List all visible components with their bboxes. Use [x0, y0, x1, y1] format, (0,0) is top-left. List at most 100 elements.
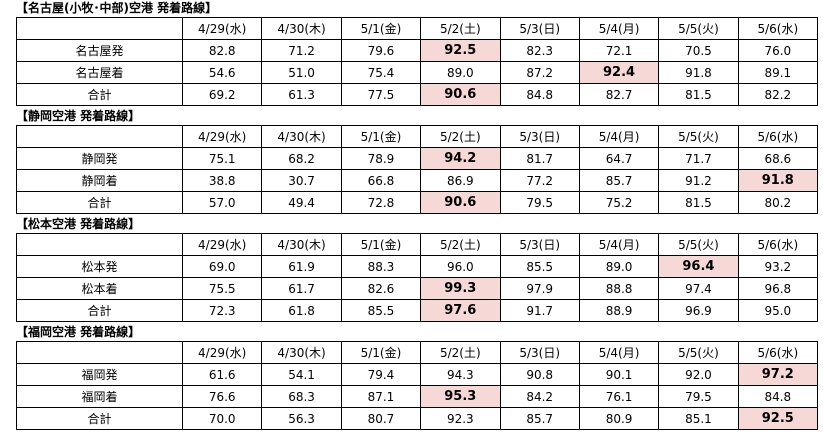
row-label: 松本着: [16, 277, 183, 300]
row: 合計 72.3 61.8 85.5 97.6 91.7 88.9 96.9 95.0: [16, 299, 819, 322]
cell: 95.0: [737, 299, 819, 322]
section-title: 【静岡空港 発着路線】: [16, 109, 141, 123]
cell: 92.5: [737, 407, 819, 430]
row: 福岡発 61.6 54.1 79.4 94.3 90.8 90.1 92.0 97.2: [16, 363, 819, 386]
row-label: 静岡着: [16, 169, 183, 192]
column-header: 5/5(火): [658, 341, 739, 364]
cell: 96.4: [658, 255, 739, 278]
cell: 94.2: [420, 147, 501, 170]
cell: 92.5: [420, 39, 501, 62]
cell: 89.0: [578, 255, 660, 278]
cell: 91.7: [499, 299, 580, 322]
cell: 84.8: [499, 83, 580, 106]
column-header: 5/3(日): [499, 17, 580, 40]
column-header: 4/30(木): [261, 125, 342, 148]
column-header: 5/5(火): [658, 125, 739, 148]
row: 名古屋着 54.6 51.0 75.4 89.0 87.2 92.4 91.8 89.1: [16, 61, 819, 84]
cell: 85.7: [499, 407, 580, 430]
column-header: 5/1(金): [340, 341, 422, 364]
cell: 54.6: [181, 61, 263, 84]
cell: 71.2: [261, 39, 342, 62]
cell: 88.8: [578, 277, 660, 300]
cell: 76.1: [578, 385, 660, 408]
row-label: 合計: [16, 407, 183, 430]
column-header: 4/29(水): [181, 125, 263, 148]
cell: 69.2: [181, 83, 263, 106]
column-header: 4/30(木): [261, 233, 342, 256]
table: 4/29(水) 4/30(木) 5/1(金) 5/2(土) 5/3(日) 5/4(月) 5/…: [16, 125, 819, 214]
cell: 80.7: [340, 407, 422, 430]
cell: 77.2: [499, 169, 580, 192]
cell: 85.5: [340, 299, 422, 322]
cell: 76.6: [181, 385, 263, 408]
row: 合計 70.0 56.3 80.7 92.3 85.7 80.9 85.1 92.5: [16, 407, 819, 430]
cell: 57.0: [181, 191, 263, 214]
row-label: 福岡発: [16, 363, 183, 386]
cell: 95.3: [420, 385, 501, 408]
row-label: 松本発: [16, 255, 183, 278]
cell: 89.1: [737, 61, 819, 84]
header-row: 4/29(水) 4/30(木) 5/1(金) 5/2(土) 5/3(日) 5/4(月) 5/…: [16, 125, 819, 148]
cell: 49.4: [261, 191, 342, 214]
cell: 81.7: [499, 147, 580, 170]
table: 4/29(水) 4/30(木) 5/1(金) 5/2(土) 5/3(日) 5/4(月) 5/…: [16, 17, 819, 106]
column-header: 5/3(日): [499, 125, 580, 148]
column-header: 5/3(日): [499, 233, 580, 256]
cell: 82.3: [499, 39, 580, 62]
cell: 99.3: [420, 277, 501, 300]
cell: 96.9: [658, 299, 739, 322]
header-row: 4/29(水) 4/30(木) 5/1(金) 5/2(土) 5/3(日) 5/4(月) 5/…: [16, 341, 819, 364]
corner-cell: [16, 341, 183, 364]
corner-cell: [16, 17, 183, 40]
row-label: 福岡着: [16, 385, 183, 408]
corner-cell: [16, 233, 183, 256]
column-header: 5/6(水): [737, 341, 819, 364]
cell: 61.7: [261, 277, 342, 300]
cell: 64.7: [578, 147, 660, 170]
cell: 51.0: [261, 61, 342, 84]
cell: 61.3: [261, 83, 342, 106]
cell: 97.2: [737, 363, 819, 386]
row-label: 名古屋発: [16, 39, 183, 62]
cell: 77.5: [340, 83, 422, 106]
cell: 82.8: [181, 39, 263, 62]
column-header: 5/2(土): [420, 125, 501, 148]
cell: 68.2: [261, 147, 342, 170]
cell: 97.6: [420, 299, 501, 322]
cell: 85.5: [499, 255, 580, 278]
table: 4/29(水) 4/30(木) 5/1(金) 5/2(土) 5/3(日) 5/4(月) 5/…: [16, 233, 819, 322]
cell: 82.6: [340, 277, 422, 300]
cell: 61.8: [261, 299, 342, 322]
cell: 90.6: [420, 83, 501, 106]
row: 福岡着 76.6 68.3 87.1 95.3 84.2 76.1 79.5 84.8: [16, 385, 819, 408]
column-header: 5/1(金): [340, 233, 422, 256]
column-header: 5/5(火): [658, 233, 739, 256]
cell: 68.6: [737, 147, 819, 170]
column-header: 4/30(木): [261, 341, 342, 364]
cell: 82.2: [737, 83, 819, 106]
cell: 75.4: [340, 61, 422, 84]
column-header: 5/2(土): [420, 233, 501, 256]
section: 【福岡空港 発着路線】 4/29(水) 4/30(木) 5/1(金) 5/2(土) 5/3…: [0, 324, 823, 430]
column-header: 5/4(月): [578, 233, 660, 256]
row: 松本着 75.5 61.7 82.6 99.3 97.9 88.8 97.4 96.8: [16, 277, 819, 300]
cell: 86.9: [420, 169, 501, 192]
section: 【松本空港 発着路線】 4/29(水) 4/30(木) 5/1(金) 5/2(土) 5/3…: [0, 216, 823, 322]
cell: 85.1: [658, 407, 739, 430]
cell: 91.8: [737, 169, 819, 192]
cell: 80.9: [578, 407, 660, 430]
column-header: 4/30(木): [261, 17, 342, 40]
cell: 82.7: [578, 83, 660, 106]
cell: 97.9: [499, 277, 580, 300]
column-header: 5/1(金): [340, 125, 422, 148]
column-header: 5/6(水): [737, 125, 819, 148]
column-header: 4/29(水): [181, 233, 263, 256]
cell: 78.9: [340, 147, 422, 170]
cell: 68.3: [261, 385, 342, 408]
cell: 97.4: [658, 277, 739, 300]
cell: 91.2: [658, 169, 739, 192]
cell: 92.3: [420, 407, 501, 430]
cell: 30.7: [261, 169, 342, 192]
cell: 88.9: [578, 299, 660, 322]
